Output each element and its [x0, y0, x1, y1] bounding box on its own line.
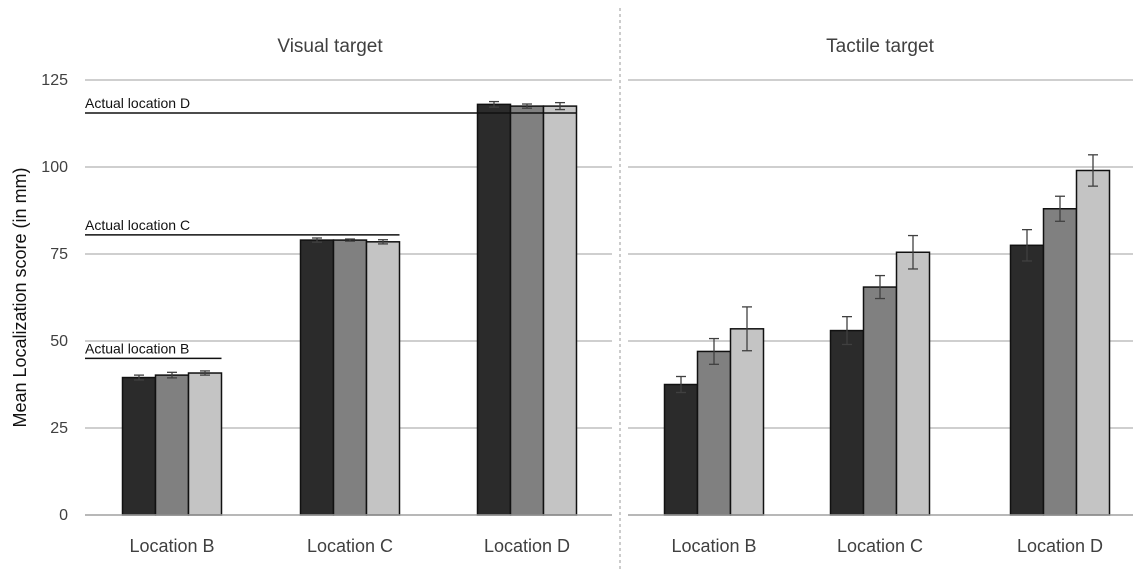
bar [476, 103, 512, 516]
y-tick-label: 75 [50, 246, 68, 263]
y-tick-label: 50 [50, 333, 68, 350]
bar [729, 328, 765, 516]
bar [154, 374, 190, 516]
x-tick-label: Location D [1017, 536, 1103, 556]
bar [332, 239, 368, 516]
bar [121, 376, 157, 516]
bar [509, 105, 545, 516]
bar [299, 239, 335, 516]
x-tick-label: Location B [129, 536, 214, 556]
y-tick-label: 125 [41, 72, 68, 89]
panel-title: Visual target [277, 36, 383, 57]
bar [895, 251, 931, 516]
y-tick-label: 25 [50, 420, 68, 437]
bar [542, 105, 578, 516]
x-tick-label: Location B [671, 536, 756, 556]
bar [663, 383, 699, 516]
x-tick-label: Location C [837, 536, 923, 556]
reference-line-label: Actual location B [85, 340, 189, 356]
bar [829, 329, 865, 516]
x-tick-label: Location D [484, 536, 570, 556]
y-tick-label: 0 [59, 507, 68, 524]
reference-line-label: Actual location C [85, 217, 190, 233]
bar [862, 286, 898, 516]
reference-line-label: Actual location D [85, 95, 190, 111]
x-tick-label: Location C [307, 536, 393, 556]
bar [1075, 169, 1111, 516]
bar [365, 241, 401, 516]
panel-title: Tactile target [826, 36, 934, 57]
y-axis-label: Mean Localization score (in mm) [10, 167, 30, 427]
bar [696, 350, 732, 516]
y-tick-label: 100 [41, 159, 68, 176]
bar [187, 372, 223, 516]
bar [1042, 208, 1078, 516]
bar [1009, 244, 1045, 516]
